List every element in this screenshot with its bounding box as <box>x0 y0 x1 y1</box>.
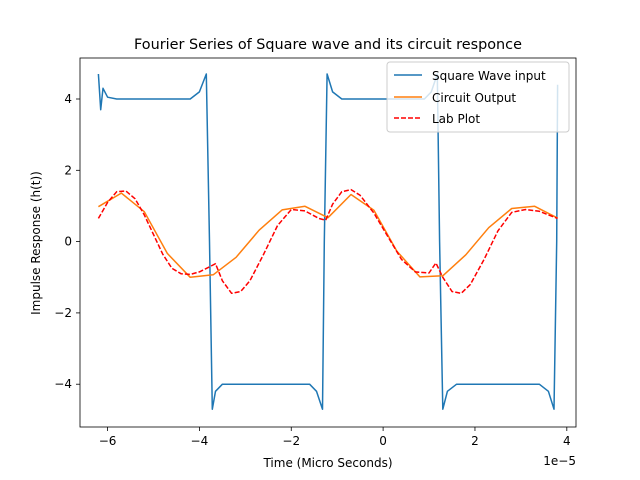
y-tick-label: 2 <box>64 163 72 177</box>
x-tick-label: −2 <box>282 434 300 448</box>
series-layer <box>97 73 559 410</box>
y-tick-label: 4 <box>64 92 72 106</box>
x-tick-label: −4 <box>191 434 209 448</box>
x-offset-label: 1e−5 <box>543 454 576 468</box>
x-axis-ticks: −6 −4 −2 0 2 4 <box>99 427 571 448</box>
series-line-0 <box>97 73 559 410</box>
legend-label-square-wave: Square Wave input <box>432 69 546 83</box>
x-axis-label: Time (Micro Seconds) <box>262 456 392 470</box>
series-line-2 <box>97 188 558 295</box>
y-tick-label: −4 <box>54 377 72 391</box>
chart-title: Fourier Series of Square wave and its ci… <box>134 37 522 53</box>
y-axis-ticks: −4 −2 0 2 4 <box>54 92 80 391</box>
y-axis-label: Impulse Response (h(t)) <box>29 171 43 315</box>
legend: Square Wave input Circuit Output Lab Plo… <box>386 61 570 133</box>
legend-box <box>386 61 570 133</box>
y-tick-label: −2 <box>54 306 72 320</box>
x-tick-label: 0 <box>379 434 387 448</box>
plot-frame <box>79 57 577 428</box>
legend-label-lab-plot: Lab Plot <box>432 112 480 126</box>
y-tick-label: 0 <box>64 235 72 249</box>
x-tick-label: 2 <box>471 434 479 448</box>
legend-label-circuit-output: Circuit Output <box>432 91 516 105</box>
series-line-1 <box>98 192 558 279</box>
x-tick-label: 4 <box>563 434 571 448</box>
x-tick-label: −6 <box>99 434 117 448</box>
